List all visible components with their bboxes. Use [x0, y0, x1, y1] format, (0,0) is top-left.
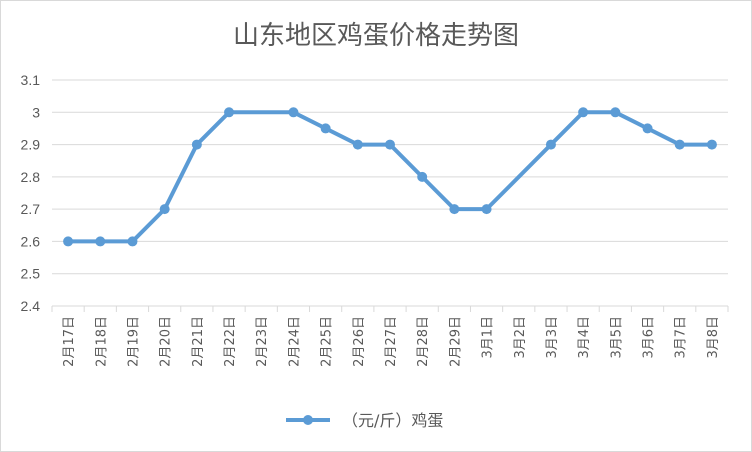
data-point: [63, 236, 74, 247]
x-tick-label: 3月1日: [481, 316, 496, 359]
x-tick-label: 2月20日: [159, 316, 174, 367]
x-tick-label: 2月19日: [126, 316, 141, 367]
data-point: [191, 139, 202, 150]
chart-title: 山东地区鸡蛋价格走势图: [233, 21, 519, 51]
x-tick-label: 3月4日: [577, 316, 592, 359]
data-point: [224, 107, 235, 118]
legend-marker: [303, 415, 313, 425]
data-point: [127, 236, 138, 247]
gridlines: [52, 79, 728, 307]
x-tick-label: 3月3日: [545, 316, 560, 359]
data-point: [706, 139, 717, 150]
x-tick-label: 2月17日: [62, 316, 77, 367]
x-tick-label: 3月5日: [609, 316, 624, 359]
x-tick-label: 3月7日: [674, 316, 689, 359]
x-tick-label: 2月26日: [352, 316, 367, 367]
y-tick-label: 2.5: [21, 266, 41, 282]
data-point: [352, 139, 363, 150]
legend: （元/斤）鸡蛋: [286, 411, 443, 430]
x-tick-label: 2月18日: [94, 316, 109, 367]
y-tick-label: 2.4: [21, 298, 41, 314]
x-axis: 2月17日 2月18日 2月19日 2月20日 2月21日 2月22日 2月23日 2月24日…: [51, 306, 729, 367]
x-tick-label: 2月22日: [223, 316, 238, 367]
y-tick-label: 2.6: [21, 233, 41, 249]
x-tick-label: 2月24日: [287, 316, 302, 367]
y-tick-label: 2.7: [21, 201, 41, 217]
legend-label: （元/斤）鸡蛋: [342, 411, 443, 430]
x-tick-label: 2月27日: [384, 316, 399, 367]
x-tick-label: 3月2日: [513, 316, 528, 359]
y-tick-label: 2.9: [21, 137, 41, 153]
data-point: [385, 139, 395, 150]
y-axis: 2.4 2.5 2.6 2.7 2.8 2.9 3 3.1: [21, 72, 41, 314]
data-point: [288, 107, 299, 118]
x-tick-label: 2月25日: [320, 316, 335, 367]
x-tick-label: 2月23日: [255, 316, 270, 367]
data-point: [642, 123, 653, 134]
data-point: [481, 204, 492, 215]
y-tick-label: 3: [32, 104, 40, 120]
data-point: [159, 204, 170, 215]
series-eggs: [63, 107, 717, 247]
data-point: [578, 107, 589, 118]
data-point: [674, 139, 685, 150]
data-point: [95, 236, 106, 247]
data-point: [320, 123, 331, 134]
y-tick-label: 2.8: [21, 169, 41, 185]
x-tick-label: 2月21日: [191, 316, 206, 367]
y-tick-label: 3.1: [21, 72, 41, 88]
x-tick-label: 2月29日: [448, 316, 463, 367]
data-point: [417, 171, 428, 182]
data-point: [545, 139, 556, 150]
data-point: [449, 204, 460, 215]
x-tick-label: 3月8日: [706, 316, 721, 359]
x-tick-label: 2月28日: [416, 316, 431, 367]
x-tick-label: 3月6日: [642, 316, 657, 359]
data-point: [610, 107, 621, 118]
